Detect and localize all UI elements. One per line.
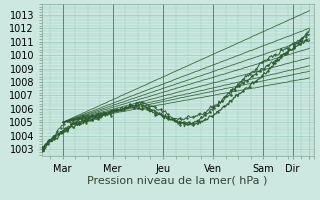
X-axis label: Pression niveau de la mer( hPa ): Pression niveau de la mer( hPa ): [87, 175, 268, 185]
